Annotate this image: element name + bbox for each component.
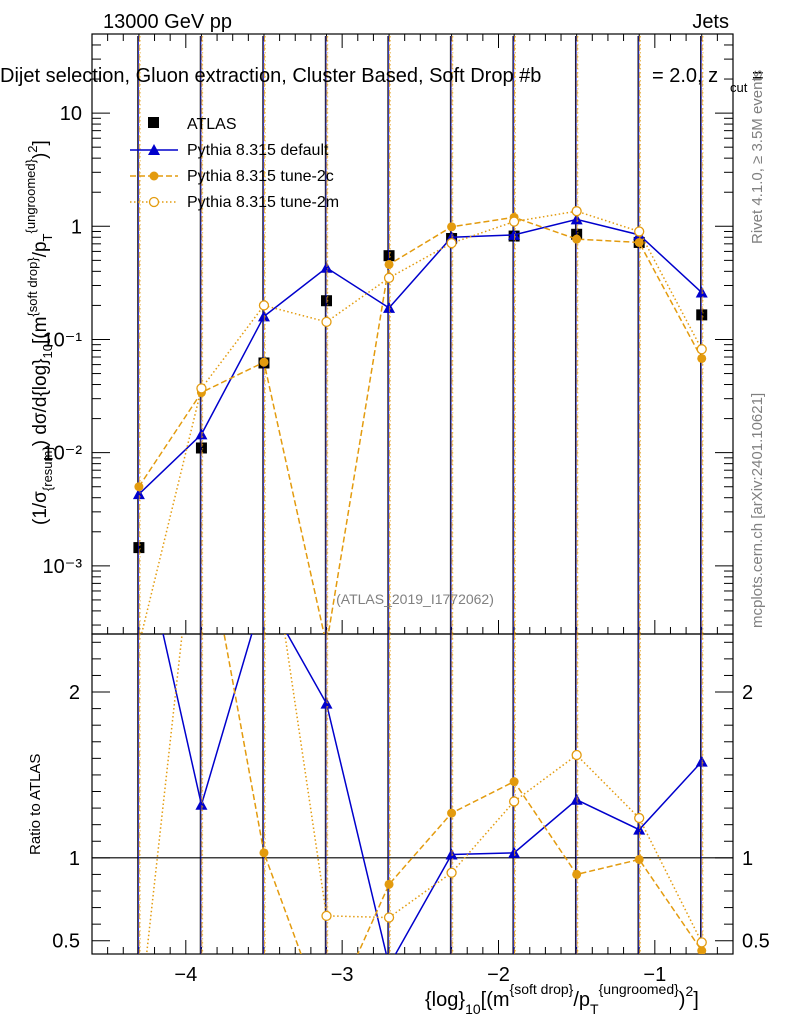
main-y-axis-label: (1/σ{resum}) dσ/d{log}10[(m{soft drop}/p…	[23, 140, 55, 525]
point-pythia-8-315-tune-2m	[696, 344, 707, 355]
ratio-line-pythia-8-315-tune-2c	[223, 634, 703, 954]
y-tick-label-main: 10	[60, 103, 82, 125]
x-axis-label: {log}10[(m{soft drop}/pT{ungroomed})2]	[425, 981, 699, 1017]
ratio-point-pythia-8-315-default	[383, 960, 395, 971]
point-pythia-8-315-tune-2m	[258, 300, 270, 311]
process-tag: Jets	[692, 11, 729, 33]
ratio-point-pythia-8-315-default	[195, 798, 208, 810]
point-pythia-8-315-tune-2m	[634, 226, 645, 237]
ratio-point-pythia-8-315-tune-2m	[321, 910, 332, 922]
ratio-plot-frame	[91, 633, 734, 955]
legend-tune2m-label: Pythia 8.315 tune-2m	[187, 194, 339, 211]
ratio-point-pythia-8-315-tune-2c	[322, 1019, 331, 1024]
plot-title-tail: = 2.0, z	[652, 65, 718, 87]
point-pythia-8-315-default	[320, 261, 333, 273]
mcplots-credit: mcplots.cern.ch [arXiv:2401.10621]	[749, 393, 766, 628]
point-pythia-8-315-tune-2c	[697, 353, 707, 363]
y-tick-label-ratio: 2	[69, 682, 80, 704]
ratio-line-pythia-8-315-default	[162, 634, 703, 954]
y-tick-label-ratio-right: 0.5	[742, 931, 770, 953]
ratio-point-pythia-8-315-tune-2c	[509, 777, 519, 787]
ratio-line-pythia-8-315-tune-2m	[145, 634, 703, 954]
legend-tune2c-label: Pythia 8.315 tune-2c	[187, 168, 334, 185]
plot-title: Dijet selection, Gluon extraction, Clust…	[0, 65, 541, 87]
ratio-point-pythia-8-315-tune-2c	[572, 869, 582, 879]
x-tick-label: −3	[331, 964, 354, 986]
point-pythia-8-315-tune-2m	[196, 383, 207, 394]
line-pythia-8-315-default	[138, 218, 703, 495]
energy-label: 13000 GeV pp	[103, 11, 232, 33]
point-pythia-8-315-tune-2m	[571, 206, 582, 217]
legend-default-label: Pythia 8.315 default	[187, 142, 329, 159]
plot-title-tail-end: =	[752, 65, 764, 87]
y-tick-label-main: 1	[71, 216, 82, 238]
point-pythia-8-315-default	[132, 488, 145, 500]
x-tick-label: −2	[487, 964, 510, 986]
ratio-point-pythia-8-315-default	[320, 697, 333, 709]
legend-default-marker	[148, 144, 160, 155]
ratio-point-pythia-8-315-tune-2m	[571, 749, 582, 761]
point-pythia-8-315-tune-2m	[508, 216, 520, 227]
line-pythia-8-315-tune-2m	[140, 210, 703, 634]
x-tick-label: −4	[174, 964, 197, 986]
ratio-point-pythia-8-315-tune-2m	[508, 796, 520, 807]
axis-ticks: −4 −3 −2 −1 10 1 10⁻¹ 10⁻² 10⁻³ 2 2 1 1 0.5 0.5	[43, 33, 770, 986]
ratio-point-pythia-8-315-tune-2m	[696, 937, 707, 948]
legend: ATLAS Pythia 8.315 default Pythia 8.315 …	[130, 116, 339, 211]
point-pythia-8-315-tune-2m	[446, 237, 457, 249]
ratio-point-pythia-8-315-tune-2c	[634, 854, 644, 864]
ratio-point-pythia-8-315-tune-2m	[446, 867, 457, 878]
x-tick-label: −1	[643, 964, 666, 986]
y-tick-label-main: 10⁻¹	[43, 329, 83, 351]
main-plot-area	[132, 36, 708, 634]
y-tick-label-ratio-right: 2	[742, 682, 753, 704]
line-pythia-8-315-tune-2c	[138, 216, 703, 634]
ratio-point-pythia-8-315-tune-2c	[384, 879, 394, 889]
y-tick-label-main: 10⁻²	[43, 443, 83, 465]
y-tick-label-ratio: 0.5	[52, 931, 80, 953]
ratio-point-pythia-8-315-tune-2c	[697, 946, 707, 954]
point-pythia-8-315-tune-2c	[634, 237, 644, 247]
ratio-point-pythia-8-315-default	[633, 823, 646, 835]
point-pythia-8-315-tune-2c	[134, 482, 144, 492]
y-tick-label-ratio-right: 1	[742, 848, 753, 870]
analysis-watermark: (ATLAS_2019_I1772062)	[336, 591, 494, 607]
ratio-point-pythia-8-315-tune-2c	[447, 808, 457, 818]
point-pythia-8-315-tune-2c	[384, 259, 394, 269]
point-pythia-8-315-tune-2c	[447, 222, 457, 232]
ratio-y-axis-label: Ratio to ATLAS	[27, 754, 44, 855]
ratio-point-pythia-8-315-tune-2m	[383, 912, 395, 923]
legend-tune2c-marker	[149, 171, 159, 181]
y-tick-label-ratio: 1	[69, 848, 80, 870]
legend-atlas-label: ATLAS	[187, 116, 237, 133]
point-pythia-8-315-tune-2c	[259, 357, 269, 367]
ratio-point-pythia-8-315-tune-2c	[259, 848, 269, 858]
point-pythia-8-315-tune-2m	[321, 316, 332, 328]
ratio-point-pythia-8-315-tune-2m	[134, 1019, 143, 1024]
legend-atlas-marker	[148, 117, 159, 128]
rivet-version-label: Rivet 4.1.0, ≥ 3.5M events	[749, 70, 766, 244]
plot-title-tail-sub: cut	[730, 80, 748, 95]
point-pythia-8-315-tune-2c	[572, 234, 582, 244]
y-tick-label-main: 10⁻³	[43, 556, 83, 578]
ratio-plot-area	[92, 634, 733, 1024]
ratio-point-pythia-8-315-tune-2m	[634, 812, 645, 824]
point-pythia-8-315-tune-2m	[383, 272, 395, 284]
legend-tune2m-marker	[148, 196, 160, 208]
